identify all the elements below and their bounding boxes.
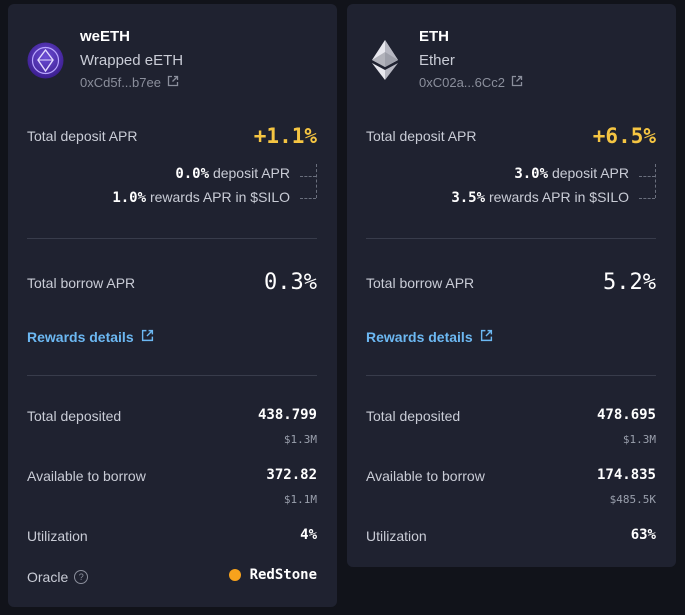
deposit-apr-row: 0.0% deposit APR — [175, 165, 290, 182]
total-borrow-apr-value: 5.2% — [603, 270, 656, 295]
rewards-apr-value: 3.5% — [451, 190, 486, 206]
external-link-icon — [480, 329, 493, 345]
total-borrow-apr-value: 0.3% — [264, 270, 317, 295]
deposit-apr-value: 3.0% — [514, 166, 549, 182]
rewards-apr-value: 1.0% — [112, 190, 147, 206]
deposit-apr-value: 0.0% — [175, 166, 210, 182]
total-deposited-value: 438.799 — [257, 407, 317, 423]
total-deposited-label: Total deposited — [366, 408, 461, 424]
utilization-value: 63% — [630, 527, 656, 543]
help-icon[interactable]: ? — [74, 570, 89, 584]
ethereum-logo-icon — [372, 40, 398, 80]
total-borrow-apr-label: Total borrow APR — [27, 275, 136, 291]
token-symbol: weETH — [80, 28, 131, 45]
available-to-borrow-usd: $485.5K — [609, 493, 656, 506]
oracle-name: RedStone — [249, 567, 317, 583]
total-deposited-usd: $1.3M — [622, 433, 656, 446]
external-link-icon — [167, 75, 179, 90]
rewards-details-label: Rewards details — [27, 329, 134, 345]
token-name: Wrapped eETH — [80, 52, 184, 69]
token-address-link[interactable]: 0xC02a...6Cc2 — [419, 75, 523, 90]
utilization-value: 4% — [300, 527, 317, 543]
total-deposited-label: Total deposited — [27, 408, 122, 424]
deposit-apr-label: deposit APR — [212, 165, 290, 181]
external-link-icon — [141, 329, 154, 345]
available-to-borrow-value: 174.835 — [596, 467, 656, 483]
rewards-details-label: Rewards details — [366, 329, 473, 345]
utilization-label: Utilization — [366, 528, 427, 544]
deposit-apr-label: deposit APR — [551, 165, 629, 181]
utilization-label: Utilization — [27, 528, 88, 544]
divider — [27, 375, 317, 376]
oracle-label: Oracle — [27, 569, 69, 585]
available-to-borrow-label: Available to borrow — [27, 468, 146, 484]
token-symbol: ETH — [419, 28, 449, 45]
available-to-borrow-usd: $1.1M — [283, 493, 317, 506]
rewards-details-link[interactable]: Rewards details — [27, 329, 154, 345]
token-address: 0xCd5f...b7ee — [80, 75, 161, 90]
rewards-apr-row: 3.5% rewards APR in $SILO — [451, 189, 629, 206]
divider — [366, 375, 656, 376]
market-card-eth: ETH Ether 0xC02a...6Cc2 Total deposit AP… — [347, 4, 676, 567]
divider — [27, 238, 317, 239]
deposit-apr-row: 3.0% deposit APR — [514, 165, 629, 182]
apr-bracket — [300, 164, 317, 199]
total-deposited-usd: $1.3M — [283, 433, 317, 446]
rewards-apr-label: rewards APR in $SILO — [488, 189, 629, 205]
total-deposit-apr-value: +1.1% — [253, 124, 317, 148]
total-deposited-value: 478.695 — [596, 407, 656, 423]
total-deposit-apr-label: Total deposit APR — [366, 128, 477, 144]
available-to-borrow-label: Available to borrow — [366, 468, 485, 484]
total-deposit-apr-label: Total deposit APR — [27, 128, 138, 144]
apr-bracket — [639, 164, 656, 199]
divider — [366, 238, 656, 239]
market-card-weeth: weETH Wrapped eETH 0xCd5f...b7ee Total d… — [8, 4, 337, 607]
total-deposit-apr-value: +6.5% — [592, 124, 656, 148]
available-to-borrow-value: 372.82 — [266, 467, 317, 483]
rewards-apr-label: rewards APR in $SILO — [149, 189, 290, 205]
token-address: 0xC02a...6Cc2 — [419, 75, 505, 90]
redstone-logo-icon — [228, 569, 241, 581]
weeth-logo-icon — [27, 42, 64, 79]
oracle-label-row: Oracle ? — [27, 569, 89, 585]
token-name: Ether — [419, 52, 455, 69]
external-link-icon — [511, 75, 523, 90]
rewards-apr-row: 1.0% rewards APR in $SILO — [112, 189, 290, 206]
oracle-value: RedStone — [228, 567, 317, 583]
total-borrow-apr-label: Total borrow APR — [366, 275, 475, 291]
token-address-link[interactable]: 0xCd5f...b7ee — [80, 75, 179, 90]
rewards-details-link[interactable]: Rewards details — [366, 329, 493, 345]
